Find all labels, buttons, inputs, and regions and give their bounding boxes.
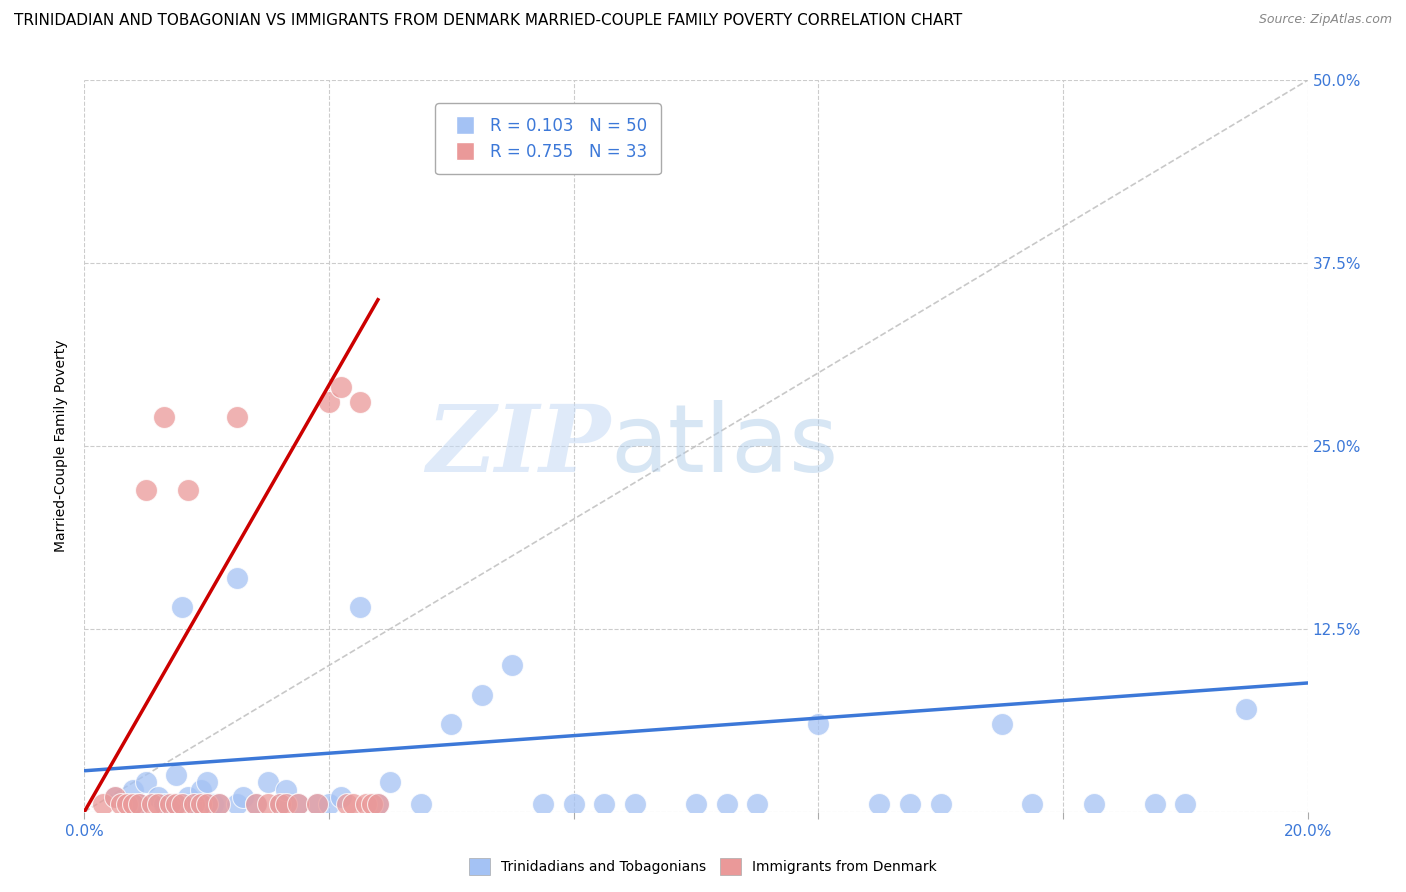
Point <box>367 797 389 812</box>
Point <box>318 797 340 812</box>
Point <box>135 775 157 789</box>
Point <box>1174 797 1197 812</box>
Point <box>305 797 328 812</box>
Point <box>330 790 353 805</box>
Point <box>257 775 280 789</box>
Point <box>287 797 309 812</box>
Point <box>318 395 340 409</box>
Point <box>104 790 127 805</box>
Point <box>122 797 145 812</box>
Point <box>165 797 187 812</box>
Legend: Trinidadians and Tobagonians, Immigrants from Denmark: Trinidadians and Tobagonians, Immigrants… <box>464 853 942 880</box>
Point <box>440 717 463 731</box>
Point <box>276 782 298 797</box>
Text: Source: ZipAtlas.com: Source: ZipAtlas.com <box>1258 13 1392 27</box>
Point <box>1143 797 1166 812</box>
Point <box>471 688 494 702</box>
Point <box>226 409 249 424</box>
Y-axis label: Married-Couple Family Poverty: Married-Couple Family Poverty <box>55 340 69 552</box>
Point <box>153 409 176 424</box>
Point <box>276 797 298 812</box>
Point <box>342 797 364 812</box>
Point <box>146 797 169 812</box>
Point <box>898 797 921 812</box>
Point <box>172 797 194 812</box>
Point <box>269 797 291 812</box>
Point <box>562 797 585 812</box>
Point <box>747 797 769 812</box>
Point <box>354 797 377 812</box>
Point <box>128 797 150 812</box>
Text: atlas: atlas <box>610 400 838 492</box>
Point <box>360 797 382 812</box>
Point <box>195 775 218 789</box>
Point <box>685 797 707 812</box>
Point <box>177 483 200 497</box>
Text: TRINIDADIAN AND TOBAGONIAN VS IMMIGRANTS FROM DENMARK MARRIED-COUPLE FAMILY POVE: TRINIDADIAN AND TOBAGONIAN VS IMMIGRANTS… <box>14 13 962 29</box>
Point <box>409 797 432 812</box>
Point <box>190 797 212 812</box>
Point <box>367 797 389 812</box>
Point <box>226 797 249 812</box>
Point <box>1021 797 1043 812</box>
Point <box>716 797 738 812</box>
Point <box>128 797 150 812</box>
Point <box>1236 702 1258 716</box>
Point <box>165 797 187 812</box>
Point <box>195 797 218 812</box>
Legend: R = 0.103   N = 50, R = 0.755   N = 33: R = 0.103 N = 50, R = 0.755 N = 33 <box>436 103 661 174</box>
Point <box>190 782 212 797</box>
Point <box>104 790 127 805</box>
Point <box>232 790 254 805</box>
Point <box>245 797 267 812</box>
Point <box>287 797 309 812</box>
Point <box>141 797 163 812</box>
Point <box>929 797 952 812</box>
Point <box>201 797 224 812</box>
Point <box>349 599 371 614</box>
Point <box>991 717 1014 731</box>
Point <box>208 797 231 812</box>
Point <box>380 775 402 789</box>
Point <box>593 797 616 812</box>
Point <box>305 797 328 812</box>
Point <box>172 599 194 614</box>
Point <box>110 797 132 812</box>
Point <box>269 797 291 812</box>
Point <box>349 395 371 409</box>
Point <box>177 790 200 805</box>
Point <box>226 571 249 585</box>
Point <box>146 790 169 805</box>
Point <box>122 782 145 797</box>
Point <box>245 797 267 812</box>
Point <box>807 717 830 731</box>
Point <box>183 797 205 812</box>
Point <box>502 658 524 673</box>
Point <box>159 797 181 812</box>
Point <box>165 768 187 782</box>
Point <box>1083 797 1105 812</box>
Point <box>208 797 231 812</box>
Point <box>115 797 138 812</box>
Point <box>330 380 353 394</box>
Point <box>135 483 157 497</box>
Point <box>257 797 280 812</box>
Text: ZIP: ZIP <box>426 401 610 491</box>
Point <box>91 797 114 812</box>
Point <box>336 797 359 812</box>
Point <box>869 797 891 812</box>
Point <box>183 797 205 812</box>
Point <box>531 797 554 812</box>
Point <box>153 797 176 812</box>
Point <box>624 797 647 812</box>
